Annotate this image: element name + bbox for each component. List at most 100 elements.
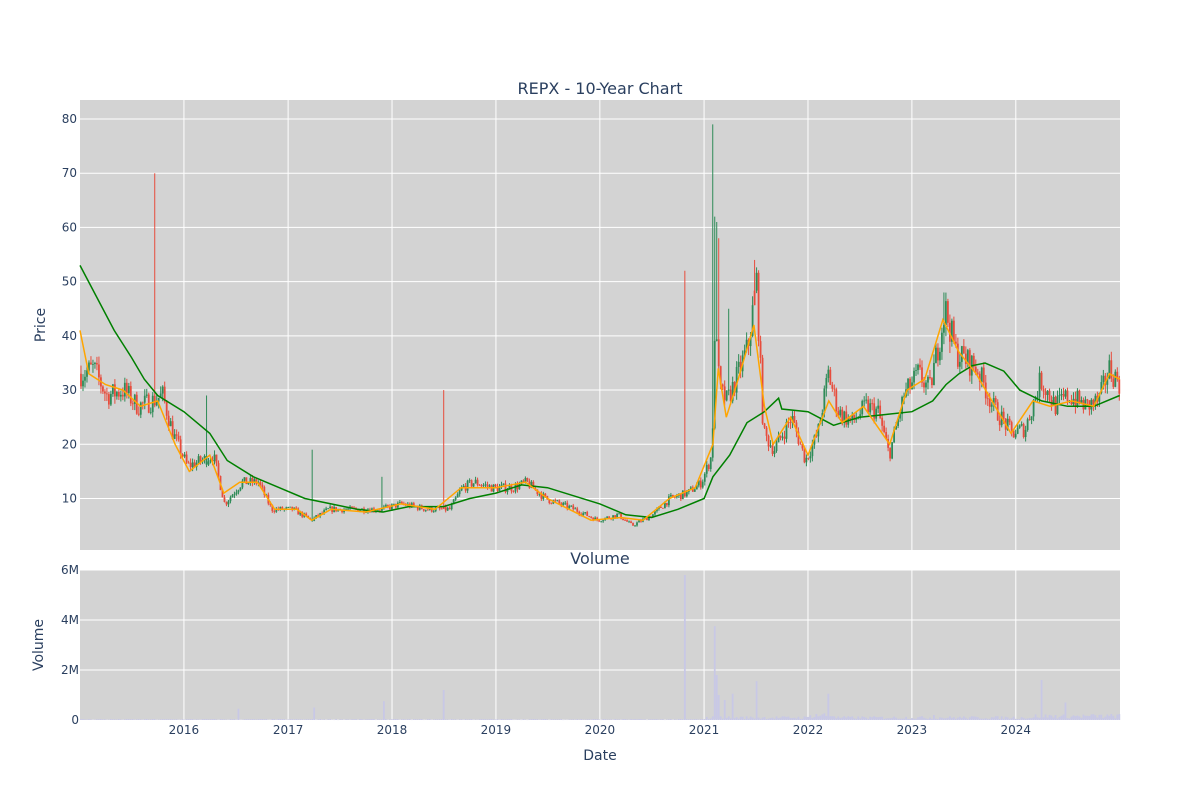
- candle-body: [564, 503, 566, 504]
- volume-bar: [859, 718, 861, 720]
- candle-body: [1023, 424, 1025, 437]
- candle-body: [425, 510, 427, 511]
- volume-bar: [596, 719, 598, 720]
- volume-bar: [845, 718, 847, 720]
- candle-body: [558, 500, 560, 503]
- volume-bar: [1015, 719, 1017, 720]
- candle-body: [568, 506, 570, 508]
- candle-body: [138, 414, 140, 415]
- volume-bar: [1025, 719, 1027, 720]
- volume-bar: [985, 718, 987, 720]
- volume-bar: [784, 716, 786, 720]
- volume-bar: [849, 717, 851, 720]
- volume-bar: [509, 719, 511, 720]
- volume-bar: [1077, 716, 1079, 720]
- volume-bar: [253, 719, 255, 720]
- volume-bar: [851, 716, 853, 720]
- price-chart-title: REPX - 10-Year Chart: [518, 79, 683, 98]
- candle-body: [977, 373, 979, 374]
- volume-bar: [817, 716, 819, 720]
- volume-bar: [622, 719, 624, 720]
- volume-bar: [626, 719, 628, 720]
- volume-bar: [479, 719, 481, 720]
- candle-body: [463, 486, 465, 487]
- candle-body: [588, 516, 590, 517]
- volume-bar: [391, 719, 393, 720]
- volume-bar: [112, 719, 114, 720]
- volume-bar: [305, 719, 307, 720]
- volume-bar: [327, 719, 329, 720]
- volume-bar: [1067, 718, 1069, 720]
- candle-body: [931, 378, 933, 385]
- volume-bar: [1079, 716, 1081, 720]
- volume-bar: [592, 719, 594, 720]
- volume-bar: [1033, 717, 1035, 720]
- candle-body: [728, 390, 730, 391]
- volume-bar: [867, 719, 869, 720]
- volume-bar: [345, 719, 347, 720]
- candle-body: [1017, 428, 1019, 434]
- volume-bar: [736, 717, 738, 720]
- volume-bar: [893, 717, 895, 720]
- volume-bar: [443, 690, 445, 720]
- candle-body: [146, 395, 148, 396]
- volume-bar: [889, 718, 891, 720]
- candle-body: [804, 448, 806, 462]
- volume-bar: [244, 719, 246, 720]
- candle-body: [1033, 400, 1035, 416]
- volume-bar: [1081, 718, 1083, 720]
- volume-bar: [987, 719, 989, 720]
- candle-body: [666, 503, 668, 505]
- candle-body: [784, 437, 786, 439]
- volume-bar: [861, 716, 863, 720]
- volume-bar: [999, 719, 1001, 720]
- candle-body: [913, 371, 915, 383]
- volume-bar: [618, 719, 620, 720]
- volume-bar: [550, 719, 552, 720]
- candle-body: [983, 368, 985, 383]
- volume-bar: [1021, 717, 1023, 720]
- candle-body: [716, 339, 718, 341]
- candle-body: [835, 389, 837, 411]
- volume-bar: [883, 719, 885, 720]
- volume-bar: [686, 719, 688, 720]
- candle-body: [770, 445, 772, 446]
- candle-body: [130, 386, 132, 403]
- candle-body: [90, 363, 92, 365]
- volume-bar: [724, 700, 726, 720]
- volume-bar: [586, 719, 588, 720]
- volume-bar: [214, 719, 216, 720]
- candle-body: [1087, 399, 1089, 400]
- candle-body: [776, 442, 778, 451]
- volume-bar: [690, 719, 692, 720]
- volume-bar: [650, 719, 652, 720]
- candle-body: [867, 400, 869, 413]
- candle-body: [758, 273, 760, 341]
- candle-body: [208, 461, 210, 464]
- price-y-tick-label: 60: [62, 220, 77, 234]
- candle-body: [180, 439, 182, 454]
- volume-bar: [983, 719, 985, 720]
- candle-body: [1021, 424, 1023, 425]
- candle-body: [247, 483, 249, 484]
- candle-body: [722, 384, 724, 386]
- volume-bar: [144, 719, 146, 720]
- candle-body: [1045, 391, 1047, 394]
- volume-bar: [668, 719, 670, 720]
- candle-body: [726, 390, 728, 400]
- volume-bar: [572, 719, 574, 720]
- volume-bar: [821, 714, 823, 720]
- volume-bar: [770, 718, 772, 720]
- candle-body: [702, 482, 704, 488]
- candle-body: [708, 465, 710, 469]
- volume-bar: [220, 719, 222, 720]
- volume-bar: [614, 719, 616, 720]
- volume-bar: [1114, 718, 1116, 720]
- volume-bar: [991, 717, 993, 720]
- candle-body: [572, 506, 574, 510]
- candle-body: [626, 520, 628, 521]
- candle-body: [116, 392, 118, 396]
- volume-bar: [778, 718, 780, 720]
